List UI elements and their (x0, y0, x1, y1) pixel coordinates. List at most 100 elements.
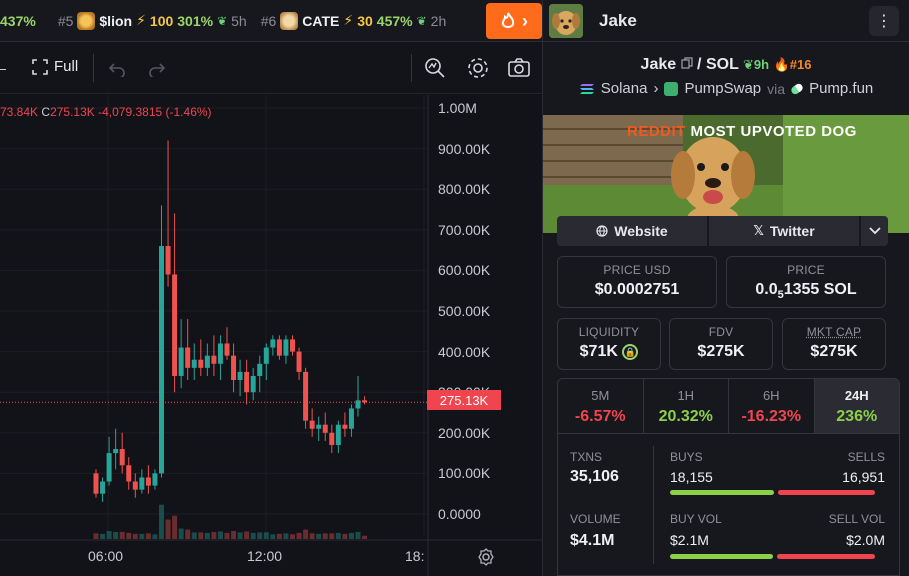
candle-body[interactable] (217, 343, 223, 364)
volume-bar (145, 533, 151, 539)
settings-gear-icon[interactable] (466, 56, 490, 80)
y-tick-label: 700.00K (438, 221, 491, 238)
twitter-button[interactable]: 𝕏 Twitter (709, 216, 859, 246)
candle-body[interactable] (119, 449, 125, 466)
candle-body[interactable] (204, 355, 210, 368)
price-usd-box: PRICE USD $0.0002751 (557, 256, 717, 308)
candle-body[interactable] (250, 375, 256, 393)
candle-body[interactable] (342, 424, 348, 429)
tab-24h[interactable]: 24H 236% (814, 379, 899, 433)
fullscreen-button[interactable]: Full (32, 58, 78, 75)
candle-body[interactable] (309, 420, 315, 429)
candle-body[interactable] (152, 473, 158, 486)
candle-body[interactable] (296, 351, 302, 372)
candle-body[interactable] (329, 432, 335, 445)
candle-body[interactable] (145, 477, 151, 486)
volume-value: $4.1M (570, 532, 615, 549)
candle-body[interactable] (93, 473, 99, 494)
candle-body[interactable] (191, 359, 197, 368)
candle-body[interactable] (106, 453, 112, 482)
pair-separator: / (697, 56, 702, 73)
ticker-item[interactable]: #5 $lion ⚡ 100 301% ❦ 5h (58, 11, 247, 30)
candle-body[interactable] (231, 355, 237, 381)
toolbar-divider (0, 69, 6, 70)
candlestick-chart[interactable] (0, 95, 542, 576)
tab-1h[interactable]: 1H 20.32% (644, 379, 729, 433)
chevron-right-icon: › (653, 80, 659, 97)
lion-logo-icon (77, 11, 96, 30)
candle-body[interactable] (198, 359, 204, 368)
volume-bar (231, 530, 237, 539)
copy-icon[interactable] (680, 57, 693, 69)
volume-bar (342, 533, 348, 539)
camera-icon[interactable] (507, 57, 531, 79)
price-chart[interactable]: 73.84K C275.13K -4,079.3815 (-1.46%) 1.0… (0, 95, 542, 576)
candle-body[interactable] (322, 424, 328, 433)
tab-change: -16.23% (741, 408, 802, 425)
more-options-button[interactable]: ⋮ (869, 6, 899, 36)
tab-5m[interactable]: 5M -6.57% (558, 379, 644, 433)
candle-body[interactable] (126, 465, 132, 482)
candle-body[interactable] (172, 274, 178, 376)
volume-bar (198, 532, 204, 539)
candle-body[interactable] (303, 371, 309, 421)
axis-settings-icon[interactable] (477, 548, 495, 566)
liquidity-value: $71K 🔒 (558, 343, 660, 361)
chain-name[interactable]: Solana (600, 80, 648, 97)
website-button[interactable]: Website (557, 216, 707, 246)
candle-body[interactable] (100, 481, 106, 494)
ticker-item[interactable]: #6 CATE ⚡ 30 457% ❦ 2h (261, 11, 446, 30)
candle-body[interactable] (211, 355, 217, 364)
volume-bar (244, 531, 250, 539)
candle-body[interactable] (290, 339, 295, 352)
launchpad-name[interactable]: Pump.fun (809, 80, 874, 97)
buy-vol-ratio-bar (670, 554, 773, 559)
sells-label: SELLS (847, 450, 885, 464)
candle-body[interactable] (283, 339, 289, 356)
toolbar-divider (411, 54, 412, 82)
candle-body[interactable] (348, 408, 354, 429)
tab-label: 5M (591, 388, 610, 403)
candle-body[interactable] (244, 371, 250, 393)
dex-name[interactable]: PumpSwap (684, 80, 762, 97)
candle-body[interactable] (159, 246, 164, 474)
chain-breadcrumb: Solana › PumpSwap via Pump.fun (543, 80, 909, 97)
tab-change: 20.32% (658, 408, 713, 425)
candle-body[interactable] (257, 363, 263, 376)
last-price-tag: 275.13K (427, 390, 501, 410)
buys-ratio-bar (670, 490, 774, 495)
redo-icon[interactable] (148, 59, 166, 77)
tab-6h[interactable]: 6H -16.23% (729, 379, 815, 433)
trending-toggle-button[interactable]: › (486, 3, 542, 39)
fdv-label: FDV (708, 325, 734, 339)
candle-body[interactable] (263, 347, 269, 364)
candle-body[interactable] (165, 246, 171, 275)
candle-body[interactable] (224, 343, 230, 356)
candle-body[interactable] (185, 347, 191, 368)
candle-body[interactable] (113, 449, 119, 454)
undo-icon[interactable] (108, 59, 126, 77)
candle-body[interactable] (132, 481, 138, 490)
more-links-button[interactable] (861, 216, 888, 246)
candle-body[interactable] (139, 477, 145, 490)
candle-body[interactable] (316, 424, 322, 429)
fullscreen-icon (32, 58, 48, 75)
indicator-search-icon[interactable] (423, 56, 447, 80)
ticker-item[interactable]: 437% (0, 13, 36, 29)
volume-bar (224, 532, 230, 539)
volume-bar (316, 533, 322, 539)
candle-body[interactable] (276, 339, 282, 356)
candle-body[interactable] (335, 424, 341, 445)
candle-body[interactable] (355, 400, 361, 409)
ohlc-legend: 73.84K C275.13K -4,079.3815 (-1.46%) (0, 105, 212, 119)
seedling-icon: ❦ (743, 57, 754, 72)
candle-body[interactable] (270, 339, 276, 348)
candle-body[interactable] (178, 347, 184, 376)
x-tick-label: 12:00 (247, 548, 283, 564)
volume-bar (276, 533, 282, 539)
x-tick-label: 18: (405, 548, 425, 564)
volume-bar (119, 531, 125, 539)
price-sol-part-a: 0.0 (755, 281, 778, 298)
candle-body[interactable] (237, 371, 243, 381)
candle-body[interactable] (362, 400, 368, 403)
